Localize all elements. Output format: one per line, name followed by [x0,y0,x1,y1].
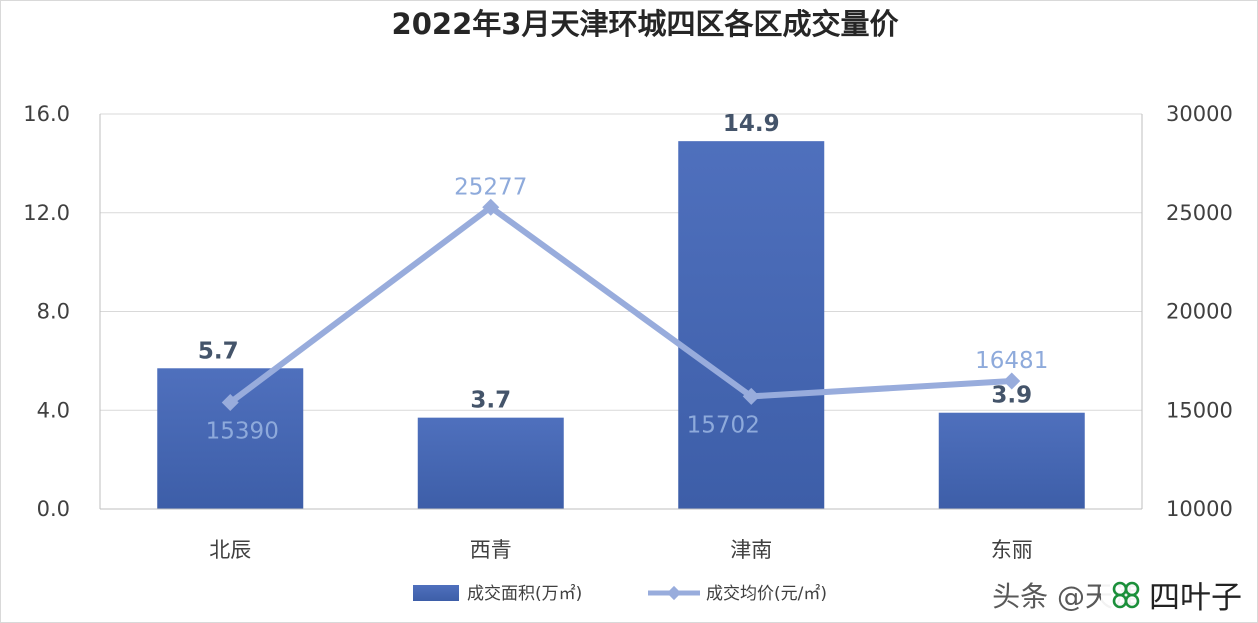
x-tick-label: 东丽 [991,538,1033,562]
watermark-badge: 四叶子 [1101,570,1250,619]
watermark: 头条 @天津 四叶子 [992,570,1250,619]
legend-line-label: 成交均价(元/㎡) [706,584,827,604]
legend: 成交面积(万㎡) 成交均价(元/㎡) [413,584,827,604]
line-point [221,394,239,412]
bar-series [157,141,1085,509]
line-point [742,387,760,405]
line-value-label: 25277 [454,174,527,200]
line-value-label: 15390 [206,419,279,445]
y-left-tick-label: 0.0 [37,497,70,521]
bar-value-label: 14.9 [723,111,780,137]
data-labels: 5.7 3.7 14.9 3.9 15390 25277 15702 16481 [198,111,1048,444]
x-tick-label: 西青 [470,538,512,562]
line-value-label: 16481 [975,348,1048,374]
y-right-tick-label: 30000 [1166,102,1233,126]
line-point [482,198,500,216]
clover-icon [1112,581,1140,608]
line-value-label: 15702 [687,412,760,438]
axes: 0.0 4.0 8.0 12.0 16.0 10000 15000 20000 25000 300… [23,102,1233,562]
y-right-tick-label: 10000 [1166,497,1233,521]
line-point [1003,372,1021,390]
legend-line-marker [666,585,682,601]
legend-bar-label: 成交面积(万㎡) [467,584,582,604]
watermark-badge-text: 四叶子 [1149,580,1242,616]
y-right-tick-label: 15000 [1166,398,1233,422]
bar-value-label: 5.7 [198,338,239,364]
x-tick-label: 津南 [730,538,772,562]
y-right-tick-label: 20000 [1166,300,1233,324]
bar-value-label: 3.7 [470,388,511,414]
bar [678,141,825,509]
legend-bar-swatch [413,585,459,601]
bar [157,368,304,509]
y-left-tick-label: 16.0 [23,102,70,126]
x-tick-label: 北辰 [209,538,251,562]
y-left-tick-label: 12.0 [23,201,70,225]
line-series [221,198,1021,412]
y-left-tick-label: 8.0 [37,300,70,324]
y-left-tick-label: 4.0 [37,398,70,422]
bar [938,412,1085,509]
bar-value-label: 3.9 [991,383,1032,409]
line-path [228,204,1012,405]
y-right-tick-label: 25000 [1166,201,1233,225]
bar [417,417,564,509]
chart-title: 2022年3月天津环城四区各区成交量价 [392,7,900,41]
